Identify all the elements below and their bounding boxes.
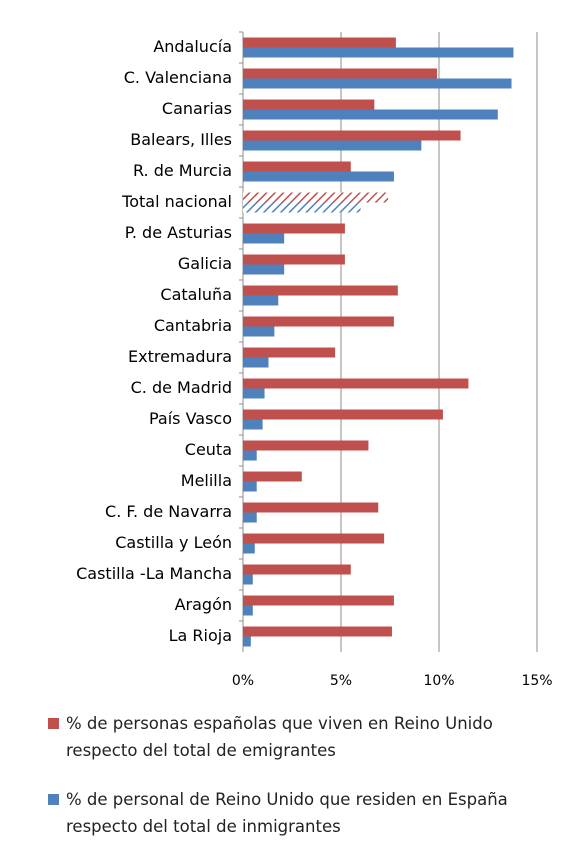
y-tick-label: Castilla y León <box>115 533 232 552</box>
bar <box>243 233 285 244</box>
legend-swatch <box>48 794 59 805</box>
bar <box>243 440 369 451</box>
bar <box>243 471 302 482</box>
bar <box>243 388 265 399</box>
bar <box>243 636 251 647</box>
bar <box>243 419 263 430</box>
y-tick-label: Melilla <box>181 471 232 490</box>
bar <box>243 626 392 637</box>
bar <box>243 357 269 368</box>
bar <box>243 502 379 513</box>
bar <box>243 409 443 420</box>
x-tick-label: 10% <box>423 673 454 689</box>
x-tick-label: 0% <box>232 673 254 689</box>
y-tick-label: La Rioja <box>169 626 232 645</box>
bar <box>243 285 398 296</box>
bar <box>243 192 389 203</box>
bar <box>243 223 345 234</box>
y-tick-label: R. de Murcia <box>133 161 232 180</box>
y-tick-label: C. de Madrid <box>131 378 232 397</box>
bar <box>243 99 375 110</box>
y-tick-label: Canarias <box>162 99 232 118</box>
bar <box>243 140 422 151</box>
bar <box>243 347 336 358</box>
bar <box>243 47 514 58</box>
bar <box>243 512 257 523</box>
bar <box>243 37 396 48</box>
bar <box>243 78 512 89</box>
y-tick-label: Cataluña <box>160 285 232 304</box>
x-tick-label: 5% <box>330 673 352 689</box>
bar <box>243 481 257 492</box>
y-tick-label: Cantabria <box>154 316 232 335</box>
bar <box>243 543 255 554</box>
legend-label: % de personas españolas que viven en Rei… <box>66 714 493 760</box>
y-tick-label: Aragón <box>175 595 232 614</box>
legend-item: % de personal de Reino Unido que residen… <box>48 786 558 836</box>
bar <box>243 171 394 182</box>
bar <box>243 161 351 172</box>
bar <box>243 533 385 544</box>
y-tick-label: C. Valenciana <box>124 68 232 87</box>
y-tick-label: Ceuta <box>185 440 232 459</box>
y-tick-label: País Vasco <box>149 409 232 428</box>
y-tick-label: Extremadura <box>128 347 232 366</box>
bar <box>243 295 279 306</box>
legend-swatch <box>48 718 59 729</box>
bar <box>243 605 253 616</box>
bar <box>243 574 253 585</box>
y-tick-label: Galicia <box>178 254 232 273</box>
x-tick-label: 15% <box>521 673 552 689</box>
y-tick-label: Total nacional <box>121 192 232 211</box>
y-tick-label: Castilla -La Mancha <box>76 564 232 583</box>
bar <box>243 202 361 213</box>
y-tick-label: P. de Asturias <box>125 223 232 242</box>
bar <box>243 130 461 141</box>
bar <box>243 564 351 575</box>
bar <box>243 254 345 265</box>
bar <box>243 68 438 79</box>
chart: 0% 5% 10% 15% Andalucía C. Valenciana Canarias… <box>76 31 553 689</box>
y-tick-label: Balears, Illes <box>130 130 232 149</box>
bar <box>243 264 285 275</box>
bar <box>243 109 498 120</box>
bar <box>243 316 394 327</box>
legend-label: % de personal de Reino Unido que residen… <box>66 790 508 836</box>
y-tick-label: Andalucía <box>153 37 232 56</box>
bar <box>243 450 257 461</box>
bar <box>243 378 469 389</box>
bar <box>243 326 275 337</box>
y-tick-label: C. F. de Navarra <box>105 502 232 521</box>
bar <box>243 595 394 606</box>
legend-item: % de personas españolas que viven en Rei… <box>48 710 558 760</box>
